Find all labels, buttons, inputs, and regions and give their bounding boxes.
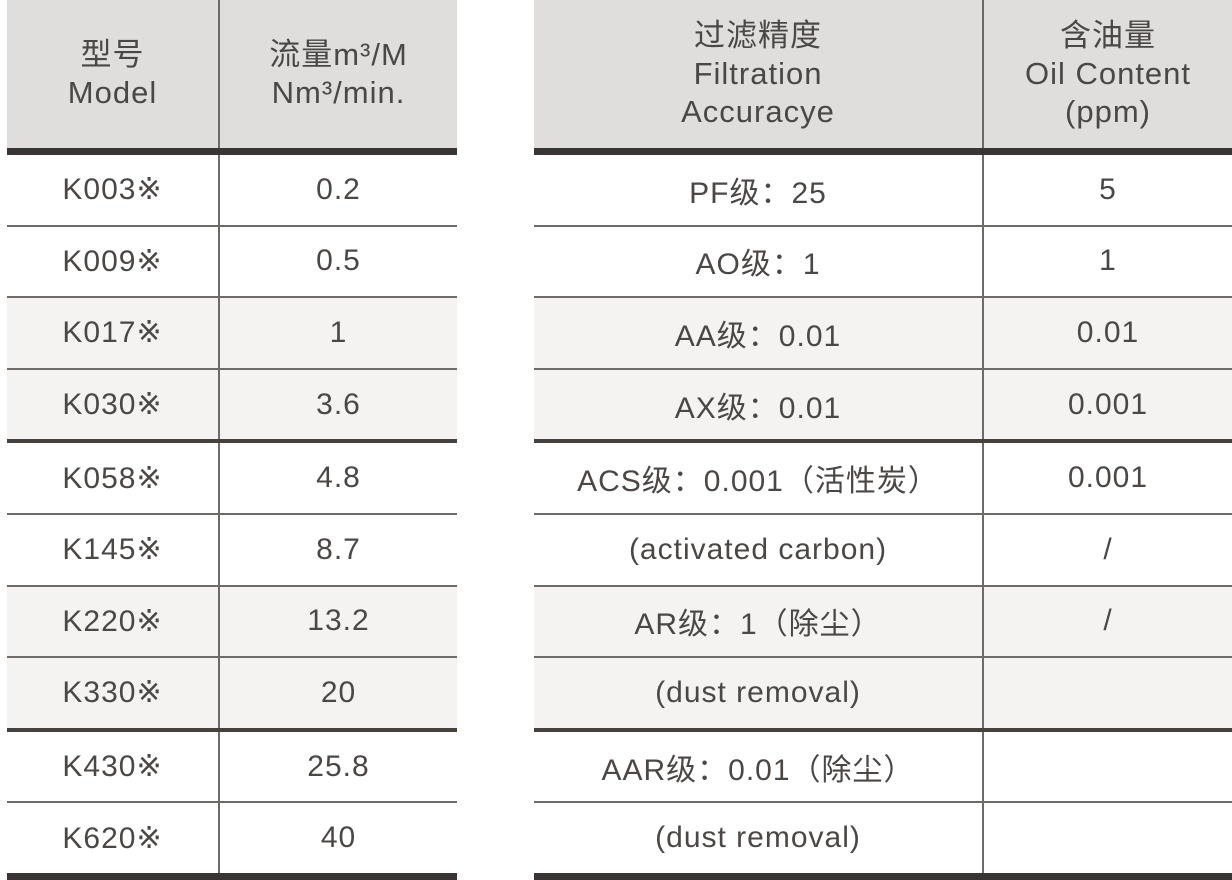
flow-cell: 13.2 bbox=[307, 604, 370, 638]
table-row: AAR级：0.01（除尘） bbox=[534, 731, 1232, 804]
oil-cell bbox=[984, 803, 1232, 873]
filtration-oil-table-header: 过滤精度 Filtration Accuracye 含油量 Oil Conten… bbox=[534, 0, 1232, 148]
oil-cell: / bbox=[1103, 532, 1113, 566]
model-cell: K009※ bbox=[7, 226, 220, 297]
oil-header-en: Oil Content bbox=[1024, 56, 1192, 91]
grade-cell: (activated carbon) bbox=[534, 514, 984, 585]
header-rule bbox=[534, 148, 1232, 155]
flow-cell: 8.7 bbox=[316, 532, 361, 566]
model-cell: K220※ bbox=[7, 586, 220, 657]
oil-header-cell: 含油量 Oil Content (ppm) bbox=[984, 0, 1232, 148]
flow-cell: 3.6 bbox=[316, 387, 361, 421]
model-cell: K430※ bbox=[7, 731, 220, 802]
filtration-header-cell: 过滤精度 Filtration Accuracye bbox=[534, 0, 984, 148]
table-row: K058※ 4.8 bbox=[7, 443, 457, 515]
table-row: (activated carbon) / bbox=[534, 514, 1232, 587]
flow-cell: 40 bbox=[320, 821, 357, 855]
table-row: AA级：0.01 0.01 bbox=[534, 298, 1232, 370]
flow-cell: 0.2 bbox=[316, 172, 361, 206]
model-cell: K030※ bbox=[7, 369, 220, 440]
oil-header-unit: (ppm) bbox=[1065, 94, 1151, 129]
table-row: K145※ 8.7 bbox=[7, 514, 457, 587]
table-row: K017※ 1 bbox=[7, 298, 457, 370]
oil-cell bbox=[984, 732, 1232, 802]
oil-cell: 5 bbox=[1099, 172, 1117, 206]
filtration-oil-table: 过滤精度 Filtration Accuracye 含油量 Oil Conten… bbox=[534, 0, 1232, 880]
flow-cell: 1 bbox=[329, 315, 348, 349]
table-row: PF级：25 5 bbox=[534, 155, 1232, 227]
flow-cell: 4.8 bbox=[316, 461, 361, 495]
model-header-zh: 型号 bbox=[80, 37, 145, 72]
model-cell: K145※ bbox=[7, 514, 220, 585]
oil-header-zh: 含油量 bbox=[1060, 18, 1156, 53]
table-row: AX级：0.01 0.001 bbox=[534, 369, 1232, 444]
model-cell: K058※ bbox=[7, 443, 220, 513]
filtration-header-en1: Filtration bbox=[693, 56, 823, 91]
model-flow-table-header: 型号 Model 流量m³/M Nm³/min. bbox=[7, 0, 457, 148]
bottom-rule bbox=[534, 872, 1232, 880]
table-row: K003※ 0.2 bbox=[7, 155, 457, 227]
table-row: AR级：1（除尘） / bbox=[534, 586, 1232, 659]
model-cell: K003※ bbox=[7, 155, 220, 225]
flow-header-zh: 流量m³/M bbox=[269, 37, 408, 72]
model-cell: K017※ bbox=[7, 298, 220, 368]
table-row: K330※ 20 bbox=[7, 658, 457, 732]
filtration-header-en2: Accuracye bbox=[681, 94, 835, 129]
table-row: K030※ 3.6 bbox=[7, 369, 457, 444]
oil-cell: 0.001 bbox=[1067, 461, 1149, 495]
table-row: AO级：1 1 bbox=[534, 226, 1232, 299]
flow-cell: 25.8 bbox=[307, 749, 370, 783]
table-row: (dust removal) bbox=[534, 803, 1232, 873]
oil-cell: 0.001 bbox=[1067, 387, 1149, 421]
model-flow-table: 型号 Model 流量m³/M Nm³/min. K003※ 0.2 K009※… bbox=[7, 0, 457, 880]
flow-cell: 20 bbox=[320, 675, 357, 709]
table-row: K009※ 0.5 bbox=[7, 226, 457, 299]
oil-cell: / bbox=[1103, 604, 1113, 638]
table-row: (dust removal) bbox=[534, 658, 1232, 732]
oil-cell bbox=[984, 658, 1232, 728]
oil-cell: 1 bbox=[1099, 244, 1117, 278]
model-cell: K620※ bbox=[7, 803, 220, 873]
model-cell: K330※ bbox=[7, 658, 220, 728]
model-header-en: Model bbox=[67, 75, 158, 110]
grade-cell: AAR级：0.01（除尘） bbox=[534, 731, 984, 802]
grade-cell: ACS级：0.001（活性炭） bbox=[534, 443, 984, 513]
table-row: K620※ 40 bbox=[7, 803, 457, 873]
oil-cell: 0.01 bbox=[1076, 315, 1140, 349]
grade-cell: (dust removal) bbox=[534, 658, 984, 728]
grade-cell: (dust removal) bbox=[534, 803, 984, 873]
table-row: K430※ 25.8 bbox=[7, 731, 457, 804]
grade-cell: AA级：0.01 bbox=[534, 298, 984, 368]
grade-cell: AX级：0.01 bbox=[534, 369, 984, 440]
table-row: ACS级：0.001（活性炭） 0.001 bbox=[534, 443, 1232, 515]
filtration-header-zh: 过滤精度 bbox=[694, 18, 822, 53]
table-row: K220※ 13.2 bbox=[7, 586, 457, 659]
grade-cell: AR级：1（除尘） bbox=[534, 586, 984, 657]
header-rule bbox=[7, 148, 457, 155]
flow-cell: 0.5 bbox=[316, 244, 361, 278]
grade-cell: AO级：1 bbox=[534, 226, 984, 297]
grade-cell: PF级：25 bbox=[534, 155, 984, 225]
flow-header-en: Nm³/min. bbox=[271, 75, 406, 110]
bottom-rule bbox=[7, 872, 457, 880]
flow-header-cell: 流量m³/M Nm³/min. bbox=[220, 0, 457, 148]
model-header-cell: 型号 Model bbox=[7, 0, 220, 148]
